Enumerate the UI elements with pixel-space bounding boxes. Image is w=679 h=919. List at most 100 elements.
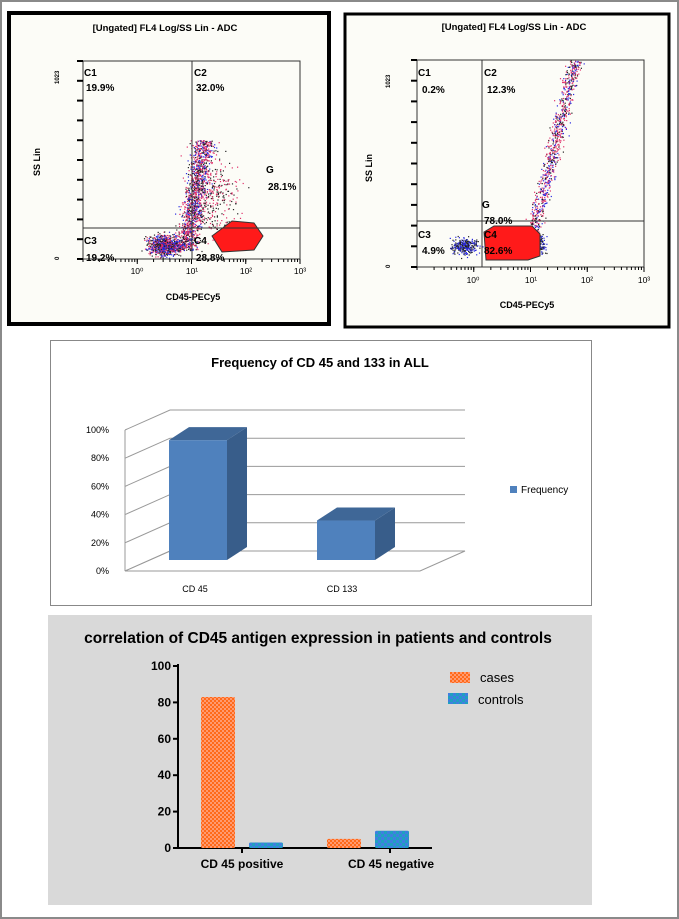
event-dot (201, 159, 203, 162)
event-dot (464, 252, 466, 254)
event-dot (551, 179, 553, 181)
event-dot (551, 160, 553, 162)
event-dot (195, 175, 197, 177)
event-dot (162, 249, 164, 251)
event-dot (538, 224, 540, 226)
event-dot (211, 187, 213, 189)
event-dot (190, 214, 192, 216)
event-dot (201, 182, 203, 184)
event-dot (466, 239, 468, 241)
correlation-chart: correlation of CD45 antigen expression i… (48, 615, 592, 905)
event-dot (199, 202, 201, 204)
event-dot (465, 239, 467, 241)
y-tick-label: 100% (86, 425, 109, 435)
event-dot (193, 166, 195, 168)
event-dot (201, 161, 203, 164)
event-dot (172, 234, 174, 236)
event-dot (196, 164, 198, 166)
event-dot (184, 202, 186, 204)
event-dot (213, 179, 215, 181)
event-dot (532, 213, 534, 215)
event-dot (232, 209, 235, 211)
event-dot (578, 73, 580, 75)
event-dot (209, 183, 211, 185)
event-dot (180, 206, 182, 208)
event-dot (214, 220, 216, 222)
event-dot (198, 157, 201, 159)
event-dot (198, 174, 200, 176)
event-dot (559, 99, 561, 101)
event-dot (197, 148, 199, 150)
event-dot (194, 237, 196, 239)
event-dot (556, 161, 558, 163)
event-dot (571, 65, 573, 67)
event-dot (203, 144, 205, 146)
event-dot (197, 192, 199, 194)
event-dot (548, 187, 550, 189)
event-dot (160, 248, 162, 250)
event-dot (462, 245, 464, 247)
event-dot (557, 144, 559, 146)
event-dot (577, 64, 579, 66)
event-dot (460, 247, 462, 249)
event-dot (196, 241, 198, 243)
event-dot (202, 176, 204, 178)
event-dot (193, 173, 196, 175)
event-dot (456, 246, 458, 248)
event-dot (226, 223, 228, 225)
event-dot (189, 182, 191, 185)
event-dot (534, 191, 536, 193)
event-dot (464, 254, 466, 256)
event-dot (463, 250, 465, 253)
event-dot (195, 159, 197, 161)
event-dot (202, 187, 204, 189)
event-dot (161, 252, 163, 254)
event-dot (566, 70, 568, 72)
event-dot (220, 176, 222, 178)
event-dot (203, 215, 205, 217)
event-dot (211, 142, 213, 144)
event-dot (195, 141, 197, 143)
event-dot (188, 196, 190, 198)
event-dot (563, 81, 565, 83)
event-dot (569, 101, 571, 103)
event-dot (179, 213, 181, 215)
event-dot (189, 198, 191, 200)
event-dot (195, 206, 197, 208)
event-dot (187, 234, 189, 236)
event-dot (202, 166, 204, 168)
event-dot (212, 215, 214, 217)
event-dot (567, 99, 569, 101)
event-dot (560, 130, 562, 132)
event-dot (159, 247, 161, 249)
event-dot (202, 142, 204, 144)
event-dot (462, 242, 464, 244)
event-dot (545, 192, 547, 194)
event-dot (541, 197, 543, 199)
event-dot (201, 188, 203, 190)
event-dot (155, 244, 157, 246)
event-dot (209, 142, 211, 144)
event-dot (203, 190, 205, 192)
event-dot (155, 245, 157, 247)
event-dot (154, 238, 156, 240)
event-dot (193, 226, 195, 228)
event-dot (463, 246, 465, 248)
event-dot (207, 152, 209, 154)
event-dot (153, 243, 155, 245)
event-dot (194, 197, 196, 199)
event-dot (541, 253, 543, 255)
event-dot (469, 241, 471, 243)
event-dot (538, 183, 540, 185)
event-dot (198, 144, 200, 147)
event-dot (572, 80, 574, 82)
event-dot (197, 217, 199, 219)
event-dot (559, 120, 562, 122)
legend-swatch-cases (450, 672, 470, 683)
event-dot (174, 246, 176, 248)
event-dot (558, 128, 560, 130)
event-dot (199, 166, 201, 168)
event-dot (475, 245, 477, 247)
event-dot (467, 249, 469, 251)
event-dot (565, 86, 567, 88)
